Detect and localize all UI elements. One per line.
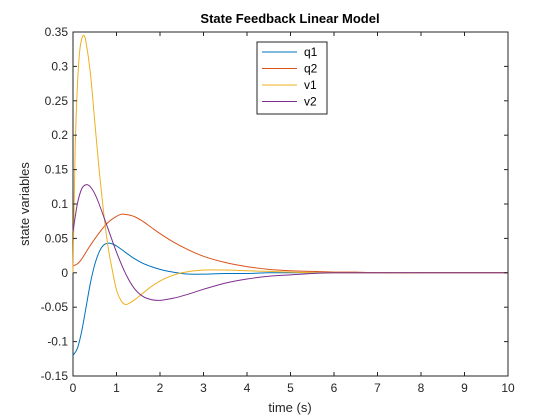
y-axis-label: state variables: [17, 162, 32, 246]
x-tick-label: 0: [70, 381, 77, 395]
series-line-v1: [72, 34, 508, 306]
legend-label-v1: v1: [304, 78, 317, 92]
legend-label-v2: v2: [304, 95, 317, 109]
series-line-v2: [72, 184, 508, 301]
y-tick-label: 0.35: [45, 25, 69, 39]
y-tick-label: 0.1: [51, 197, 68, 211]
x-tick-label: 4: [244, 381, 251, 395]
x-axis-label: time (s): [268, 400, 311, 415]
x-axis-ticks: 0 1 2 3 4 5 6 7 8 9 10: [70, 32, 515, 395]
y-tick-label: 0: [61, 266, 68, 280]
plot-lines: [72, 34, 508, 356]
x-tick-label: 9: [461, 381, 468, 395]
x-tick-label: 8: [418, 381, 425, 395]
series-line-q2: [72, 213, 508, 274]
x-tick-label: 3: [200, 381, 207, 395]
x-tick-label: 5: [287, 381, 294, 395]
x-tick-label: 7: [374, 381, 381, 395]
legend-label-q1: q1: [304, 45, 318, 59]
y-tick-label: 0.3: [51, 59, 68, 73]
legend: q1 q2 v1 v2: [256, 41, 328, 115]
y-tick-label: 0.2: [51, 128, 68, 142]
x-tick-label: 6: [331, 381, 338, 395]
y-tick-label: -0.15: [41, 369, 69, 383]
legend-label-q2: q2: [304, 62, 318, 76]
y-axis-ticks: -0.15 -0.1 -0.05 0 0.05 0.1 0.15 0.2 0.25 0.3 0.35: [41, 25, 508, 383]
chart-title: State Feedback Linear Model: [200, 11, 379, 26]
y-tick-label: -0.1: [47, 335, 68, 349]
y-tick-label: 0.25: [45, 94, 69, 108]
x-tick-label: 10: [501, 381, 515, 395]
y-tick-label: 0.15: [45, 163, 69, 177]
x-tick-label: 1: [113, 381, 120, 395]
y-tick-label: 0.05: [45, 231, 69, 245]
y-tick-label: -0.05: [41, 300, 69, 314]
x-tick-label: 2: [157, 381, 164, 395]
